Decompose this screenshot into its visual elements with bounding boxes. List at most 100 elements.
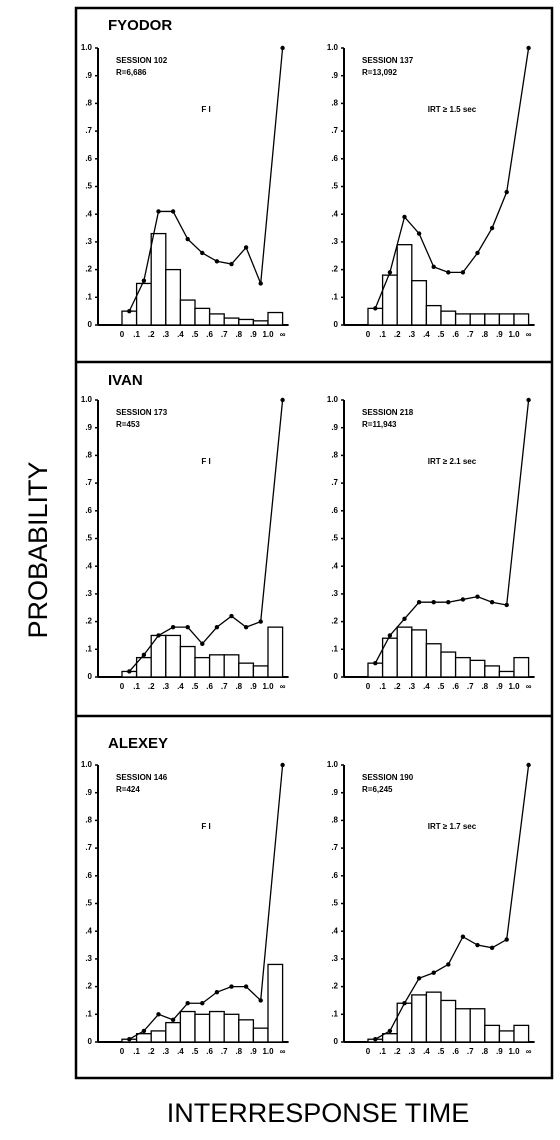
histogram-bar bbox=[194, 656, 211, 678]
x-tick-label: .4 bbox=[423, 1047, 430, 1056]
y-tick-label: .4 bbox=[85, 926, 92, 935]
y-tick-label: .3 bbox=[331, 589, 338, 598]
x-tick-label: ∞ bbox=[280, 682, 286, 691]
y-tick-label: .4 bbox=[85, 561, 92, 570]
x-tick-label: .4 bbox=[177, 1047, 184, 1056]
probability-point bbox=[526, 397, 531, 403]
y-tick-label: .8 bbox=[331, 451, 338, 460]
y-tick-label: .3 bbox=[85, 589, 92, 598]
probability-point bbox=[156, 1012, 161, 1017]
y-tick-label: .5 bbox=[331, 182, 338, 191]
x-tick-label: .8 bbox=[235, 682, 242, 691]
histogram-bar bbox=[484, 313, 501, 326]
x-tick-label: .5 bbox=[192, 1047, 199, 1056]
x-tick-label: ∞ bbox=[280, 330, 286, 339]
histogram-bar bbox=[484, 665, 501, 678]
probability-point bbox=[185, 624, 190, 630]
condition-label: IRT ≥ 1.5 sec bbox=[428, 105, 477, 114]
y-tick-label: .2 bbox=[85, 265, 92, 274]
x-tick-label: .6 bbox=[206, 682, 213, 691]
x-tick-label: .3 bbox=[162, 682, 169, 691]
histogram-bar bbox=[513, 656, 530, 678]
x-tick-label: 0 bbox=[366, 682, 371, 691]
y-tick-label: 1.0 bbox=[81, 43, 93, 52]
histogram-bar bbox=[484, 1024, 501, 1043]
y-tick-label: .1 bbox=[85, 644, 92, 653]
x-tick-label: .1 bbox=[133, 1047, 140, 1056]
histogram-bar bbox=[238, 318, 255, 326]
y-tick-label: 1.0 bbox=[327, 760, 339, 769]
histogram-bar bbox=[267, 963, 284, 1043]
probability-point bbox=[243, 245, 249, 250]
y-tick-label: .8 bbox=[85, 816, 92, 825]
probability-point bbox=[170, 209, 176, 214]
histogram-bar bbox=[469, 659, 486, 678]
session-title: SESSION 102 bbox=[116, 56, 168, 65]
y-tick-label: .1 bbox=[85, 292, 92, 301]
x-tick-label: .4 bbox=[423, 682, 430, 691]
probability-point bbox=[200, 1001, 205, 1006]
x-tick-label: 0 bbox=[366, 330, 371, 339]
histogram-bar bbox=[454, 313, 471, 326]
x-tick-label: .4 bbox=[177, 682, 184, 691]
x-tick-label: 1.0 bbox=[508, 1047, 520, 1056]
histogram-bar bbox=[513, 313, 530, 326]
probability-point bbox=[446, 600, 451, 605]
y-tick-label: 0 bbox=[334, 672, 339, 681]
y-tick-label: 1.0 bbox=[327, 395, 339, 404]
y-tick-label: .2 bbox=[331, 265, 338, 274]
condition-label: F I bbox=[201, 457, 210, 466]
y-tick-label: .9 bbox=[85, 71, 92, 80]
y-tick-label: .9 bbox=[331, 71, 338, 80]
x-tick-label: .7 bbox=[221, 1047, 228, 1056]
x-tick-label: .3 bbox=[408, 330, 415, 339]
x-tick-label: ∞ bbox=[526, 330, 532, 339]
y-tick-label: .6 bbox=[85, 154, 92, 163]
histogram-bar bbox=[267, 311, 284, 326]
probability-point bbox=[127, 669, 132, 674]
y-tick-label: .2 bbox=[331, 617, 338, 626]
session-count: R=6,245 bbox=[362, 785, 393, 794]
histogram-bar bbox=[469, 313, 486, 326]
histogram-bar bbox=[165, 634, 182, 678]
x-tick-label: .9 bbox=[496, 682, 503, 691]
y-tick-label: .2 bbox=[331, 982, 338, 991]
x-tick-label: .9 bbox=[496, 330, 503, 339]
y-tick-label: .5 bbox=[331, 534, 338, 543]
probability-point bbox=[402, 214, 407, 220]
y-tick-label: 0 bbox=[334, 1037, 339, 1046]
y-tick-label: .4 bbox=[331, 209, 338, 218]
condition-label: F I bbox=[201, 822, 210, 831]
y-tick-label: .2 bbox=[85, 617, 92, 626]
probability-point bbox=[446, 270, 451, 275]
x-tick-label: .8 bbox=[481, 682, 488, 691]
histogram-bar bbox=[411, 629, 428, 678]
condition-label: F I bbox=[201, 105, 210, 114]
x-tick-label: .7 bbox=[221, 682, 228, 691]
probability-point bbox=[156, 633, 161, 638]
histogram-bar bbox=[165, 1021, 182, 1043]
session-count: R=453 bbox=[116, 420, 140, 429]
histogram-bar bbox=[179, 645, 196, 678]
probability-point bbox=[200, 250, 205, 256]
histogram-bar bbox=[411, 994, 428, 1043]
session-title: SESSION 146 bbox=[116, 773, 168, 782]
y-tick-label: .1 bbox=[331, 292, 338, 301]
x-tick-label: .2 bbox=[394, 1047, 401, 1056]
probability-point bbox=[387, 270, 393, 275]
x-axis-label: INTERRESPONSE TIME bbox=[167, 1098, 470, 1128]
probability-point bbox=[373, 1037, 378, 1042]
probability-point bbox=[127, 308, 132, 314]
histogram-bar bbox=[252, 1027, 269, 1043]
y-tick-label: .7 bbox=[331, 126, 338, 135]
probability-line bbox=[374, 764, 530, 1040]
histogram-bar bbox=[150, 232, 167, 326]
probability-point bbox=[156, 209, 161, 214]
histogram-bar bbox=[396, 244, 413, 326]
y-tick-label: .8 bbox=[331, 816, 338, 825]
y-tick-label: .3 bbox=[331, 237, 338, 246]
probability-point bbox=[489, 600, 495, 605]
y-tick-label: 0 bbox=[88, 320, 93, 329]
x-tick-label: .1 bbox=[379, 330, 386, 339]
x-tick-label: .1 bbox=[133, 682, 140, 691]
